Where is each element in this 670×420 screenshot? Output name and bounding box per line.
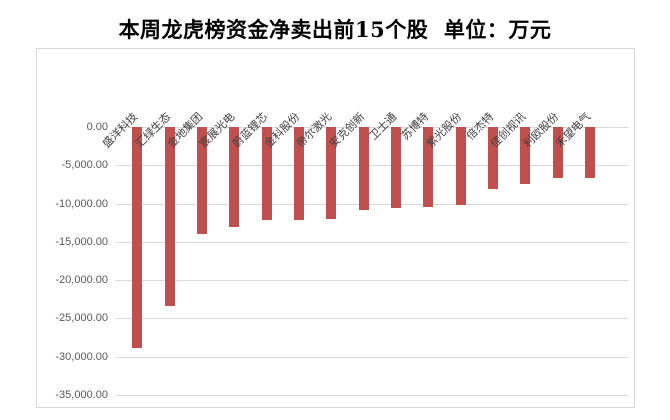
y-gridline — [115, 165, 628, 167]
plot-frame — [36, 48, 635, 408]
y-gridline — [115, 241, 628, 243]
y-axis-tick-label: 0.00 — [86, 121, 108, 133]
y-axis-tick-label: -10,000.00 — [55, 197, 108, 210]
bar — [423, 127, 434, 208]
y-axis-tick-label: -15,000.00 — [55, 235, 108, 248]
bar — [520, 127, 531, 184]
y-axis-tick-label: -30,000.00 — [55, 350, 108, 363]
bar — [455, 127, 466, 206]
bar — [132, 127, 143, 349]
bar — [326, 127, 337, 219]
chart-title: 本周龙虎榜资金净卖出前15个股 单位：万元 — [118, 17, 552, 42]
y-gridline — [115, 203, 628, 205]
y-axis-tick-label: -35,000.00 — [55, 389, 108, 401]
y-axis-tick-label: -25,000.00 — [55, 312, 108, 325]
bar — [196, 127, 207, 235]
bar — [293, 127, 304, 220]
bar — [229, 127, 240, 228]
bar — [358, 127, 369, 210]
y-axis-tick-label: -5,000.00 — [61, 159, 108, 172]
bar — [390, 127, 401, 209]
y-gridline — [115, 127, 628, 128]
y-gridline — [115, 356, 628, 358]
bar — [164, 127, 175, 307]
y-axis-tick-label: -20,000.00 — [55, 274, 108, 287]
y-gridline — [115, 280, 628, 282]
bar — [487, 127, 498, 190]
bar — [584, 127, 595, 178]
y-gridline — [115, 318, 628, 320]
bar — [261, 127, 272, 221]
y-gridline — [115, 395, 628, 396]
bar — [552, 127, 563, 179]
